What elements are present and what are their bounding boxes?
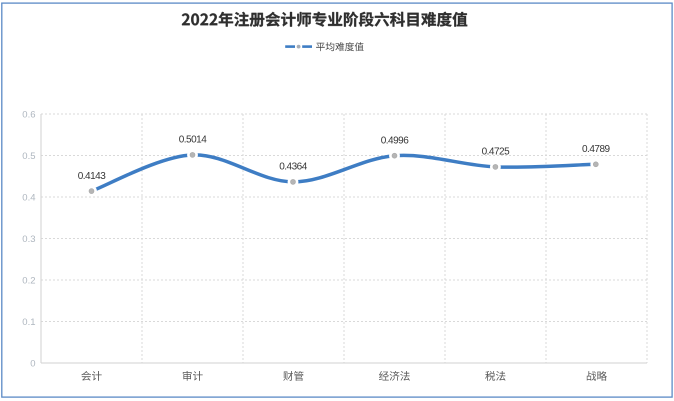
svg-text:0.4143: 0.4143 — [78, 171, 107, 182]
svg-text:0.1: 0.1 — [22, 317, 35, 328]
svg-text:0.3: 0.3 — [22, 234, 35, 245]
svg-text:0.5014: 0.5014 — [179, 135, 208, 146]
svg-text:0.4789: 0.4789 — [582, 144, 611, 155]
svg-text:0.4: 0.4 — [22, 192, 35, 203]
svg-text:0.5: 0.5 — [22, 151, 35, 162]
svg-text:0.4996: 0.4996 — [381, 135, 410, 146]
svg-text:0.2: 0.2 — [22, 275, 35, 286]
svg-text:0.4364: 0.4364 — [279, 162, 308, 173]
svg-text:0.4725: 0.4725 — [482, 147, 511, 158]
svg-text:0.6: 0.6 — [22, 109, 35, 120]
svg-text:0: 0 — [30, 358, 35, 369]
